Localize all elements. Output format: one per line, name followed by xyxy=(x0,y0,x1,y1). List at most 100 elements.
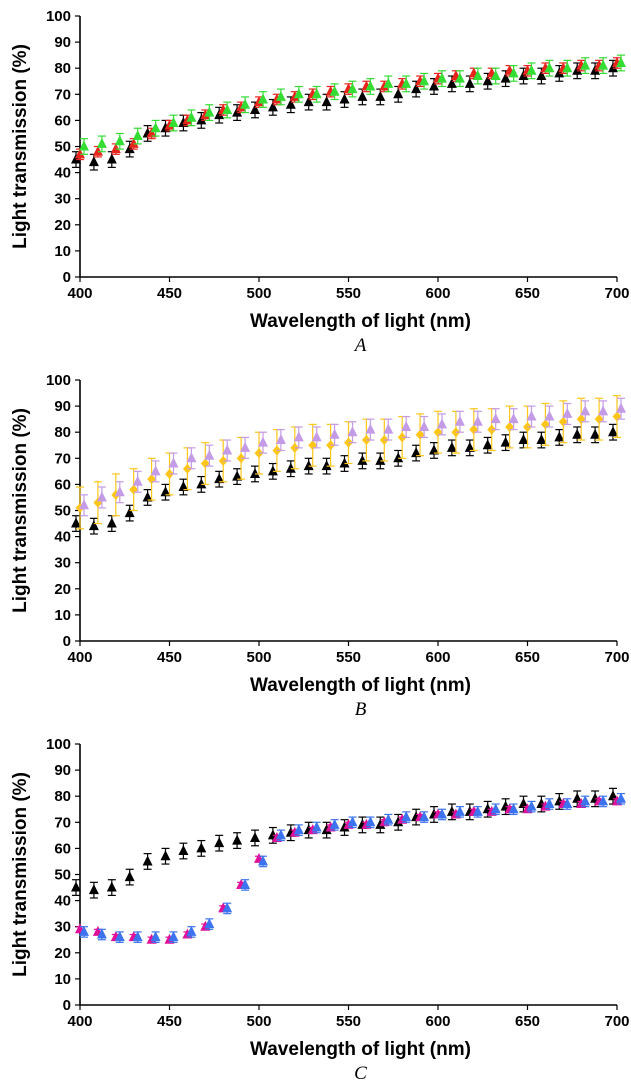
data-point xyxy=(267,101,278,112)
data-point xyxy=(186,925,197,936)
data-point xyxy=(222,902,233,913)
data-point xyxy=(275,829,286,840)
x-tick-label: 500 xyxy=(246,1013,271,1030)
data-point xyxy=(469,424,479,435)
data-point xyxy=(536,70,547,81)
data-point xyxy=(204,106,215,117)
data-point xyxy=(293,88,304,99)
data-point xyxy=(293,824,304,835)
data-point xyxy=(275,90,286,101)
data-point xyxy=(411,83,422,94)
data-point xyxy=(293,431,304,442)
data-point xyxy=(500,72,511,83)
data-point xyxy=(150,122,161,133)
data-point xyxy=(379,816,390,827)
series-1 xyxy=(71,787,618,899)
panel-label: A xyxy=(353,335,367,356)
series-3 xyxy=(79,792,626,943)
series-2 xyxy=(75,395,622,530)
data-point xyxy=(482,439,493,450)
data-point xyxy=(329,85,340,96)
chart-panel-b: 0 10 20 30 40 50 60 70 80 90 100 400 450 500 550 600 650… xyxy=(0,364,631,728)
x-tick-label: 600 xyxy=(425,1013,450,1030)
data-point xyxy=(250,831,260,842)
data-point xyxy=(361,818,372,829)
x-axis-title: Wavelength of light (nm) xyxy=(250,1039,471,1060)
y-tick-label: 40 xyxy=(54,529,71,546)
x-tick-label: 600 xyxy=(425,285,450,302)
x-tick-label: 700 xyxy=(604,649,629,666)
y-tick-label: 0 xyxy=(63,997,71,1014)
data-point xyxy=(196,842,207,853)
data-point xyxy=(214,109,225,120)
data-point xyxy=(580,59,591,70)
data-point xyxy=(303,96,314,107)
data-point xyxy=(339,93,350,104)
y-tick-label: 50 xyxy=(54,867,71,884)
data-point xyxy=(437,72,447,83)
chart-panel-a: 0 10 20 30 40 50 60 70 80 90 100 400 450 500 550 600 650… xyxy=(0,0,631,364)
data-point xyxy=(271,831,282,842)
data-point xyxy=(88,884,99,895)
data-point xyxy=(164,933,175,944)
data-point xyxy=(339,821,350,832)
data-point xyxy=(289,826,300,837)
x-tick-label: 650 xyxy=(515,285,540,302)
data-point xyxy=(307,824,318,835)
chart-svg-c: 0 10 20 30 40 50 60 70 80 90 100 400 450 500 550 600 650… xyxy=(10,736,630,1084)
data-point xyxy=(240,98,251,109)
data-point xyxy=(429,80,439,91)
data-point xyxy=(590,428,601,439)
data-point xyxy=(147,474,157,485)
data-point xyxy=(357,90,368,101)
data-point xyxy=(303,460,314,471)
data-point xyxy=(232,470,243,481)
data-point xyxy=(401,811,412,822)
data-point xyxy=(308,440,318,451)
data-point xyxy=(96,491,107,502)
data-point xyxy=(446,77,457,88)
data-point xyxy=(540,800,551,811)
chart-panel-c: 0 10 20 30 40 50 60 70 80 90 100 400 450 500 550 600 650… xyxy=(0,728,631,1092)
y-tick-label: 10 xyxy=(54,607,71,624)
data-point xyxy=(594,414,604,425)
data-point xyxy=(311,431,322,442)
data-point xyxy=(329,428,340,439)
x-tick-label: 400 xyxy=(67,1013,92,1030)
data-point xyxy=(132,475,143,486)
x-tick-label: 550 xyxy=(336,649,361,666)
data-point xyxy=(164,119,175,130)
x-tick-label: 650 xyxy=(515,1013,540,1030)
data-point xyxy=(343,818,354,829)
x-tick-label: 400 xyxy=(67,285,92,302)
data-point xyxy=(544,410,555,421)
x-tick-label: 450 xyxy=(157,649,182,666)
x-tick-label: 500 xyxy=(246,649,271,666)
x-tick-label: 400 xyxy=(67,649,92,666)
data-point xyxy=(240,878,251,889)
data-point xyxy=(267,465,278,476)
data-point xyxy=(88,520,99,531)
data-point xyxy=(160,486,171,497)
data-point xyxy=(576,798,587,809)
data-point xyxy=(544,798,555,809)
data-point xyxy=(114,931,125,942)
data-point xyxy=(526,64,537,75)
data-point xyxy=(132,130,143,141)
data-point xyxy=(562,798,573,809)
y-axis-title: Light transmission (%) xyxy=(10,772,31,977)
y-tick-label: 10 xyxy=(54,971,71,988)
data-point xyxy=(508,413,519,424)
data-point xyxy=(540,419,550,430)
data-point xyxy=(92,145,103,156)
y-tick-label: 70 xyxy=(54,86,71,103)
data-point xyxy=(271,93,282,104)
x-tick-label: 500 xyxy=(246,285,271,302)
data-point xyxy=(598,405,609,416)
panel-label: C xyxy=(354,1063,367,1084)
data-point xyxy=(437,808,447,819)
data-point xyxy=(365,80,376,91)
data-point xyxy=(71,153,81,164)
data-point xyxy=(150,931,161,942)
data-point xyxy=(200,458,210,469)
